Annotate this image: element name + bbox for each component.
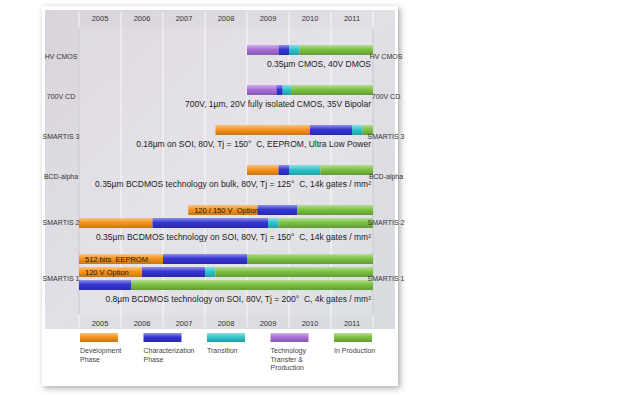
- legend-swatch: [334, 333, 372, 342]
- bar-segment: [132, 280, 374, 290]
- labels: 0.35µm CMOS, 40V DMOSHV CMOSHV CMOS700V,…: [43, 53, 405, 304]
- row-label: HV CMOS: [45, 53, 78, 60]
- row-label: 700V CD: [372, 93, 400, 100]
- bar-segment: [300, 45, 374, 55]
- bar-segment: [289, 45, 300, 55]
- year-label: 2009: [260, 14, 277, 23]
- row-description: 0.35µm BCDMOS technology on SOI, 80V, Tj…: [96, 232, 371, 242]
- year-label: 2010: [302, 319, 319, 328]
- bar-segment: [283, 85, 291, 95]
- bar-segment: [279, 45, 290, 55]
- row-description: 0.35µm CMOS, 40V DMOS: [267, 59, 371, 69]
- card: [42, 6, 398, 386]
- legend-label-line: Technology: [271, 347, 307, 355]
- bar-segment: [310, 125, 352, 135]
- year-label: 2006: [134, 14, 151, 23]
- bar-segment: [205, 267, 216, 277]
- year-label: 2011: [344, 14, 360, 23]
- legend: DevelopmentPhaseCharacterizationPhaseTra…: [80, 333, 375, 371]
- bar-segment: [276, 85, 282, 95]
- legend-label-line: Production: [271, 364, 305, 371]
- bar-segment: [79, 267, 142, 277]
- legend-label-line: Phase: [80, 356, 100, 363]
- year-label: 2008: [218, 14, 235, 23]
- bar-segment: [268, 218, 279, 228]
- row-label: BCD-alpha: [369, 173, 403, 181]
- bar-label: 120 V Option: [85, 268, 129, 277]
- bar-segment: [153, 218, 269, 228]
- year-label: 2005: [92, 14, 109, 23]
- legend-label: Characterization Phase: [144, 347, 195, 363]
- bar-segment: [297, 205, 373, 215]
- row-label: SMARTIS 3: [43, 133, 80, 140]
- bar-label: 120 / 150 V Option: [194, 206, 259, 215]
- bar-segment: [247, 254, 373, 264]
- year-label: 2007: [176, 14, 193, 23]
- year-label: 2008: [218, 319, 235, 328]
- row-description: 0.35µm BCDMOS technology on bulk, 80V, T…: [95, 179, 371, 189]
- legend-label: In Production: [334, 347, 375, 354]
- legend-label-line: Characterization: [144, 347, 195, 354]
- row-label: BCD-alpha: [44, 173, 78, 181]
- row-label: 700V CD: [47, 93, 75, 100]
- row-label: SMARTIS 3: [368, 133, 405, 140]
- bar-segment: [291, 85, 373, 95]
- bar-segment: [289, 165, 321, 175]
- row-label: SMARTIS 2: [43, 219, 80, 226]
- legend-label: Transition: [207, 347, 238, 354]
- bar-segment: [279, 165, 290, 175]
- bar-segment: [216, 267, 374, 277]
- row-description: 0.18µm on SOI, 80V, Tj = 150° C, EEPROM,…: [136, 139, 371, 149]
- year-label: 2011: [344, 319, 360, 328]
- bar-segment: [216, 125, 311, 135]
- row-label: SMARTIS 1: [43, 275, 80, 282]
- bar-segment: [247, 165, 279, 175]
- legend-label-line: In Production: [334, 347, 375, 354]
- legend-label-line: Transition: [207, 347, 238, 354]
- row-label: HV CMOS: [370, 53, 403, 60]
- row-description: 0.8µm BCDMOS technology on SOI, 80V, Tj …: [105, 294, 371, 304]
- bar-segment: [79, 218, 153, 228]
- row-description: 700V, 1µm, 20V fully isolated CMOS, 35V …: [185, 99, 371, 109]
- bars: [79, 45, 373, 290]
- bar-segment: [279, 218, 374, 228]
- grid-line: [205, 12, 206, 327]
- year-label: 2010: [302, 14, 319, 23]
- bar-segment: [142, 267, 205, 277]
- row-label: SMARTIS 2: [368, 219, 405, 226]
- row-label: SMARTIS 1: [368, 275, 405, 282]
- bar-segment: [321, 165, 374, 175]
- legend-swatch: [207, 333, 245, 342]
- legend-label-line: Transfer &: [271, 356, 304, 363]
- background: [45, 10, 395, 329]
- year-label: 2006: [134, 319, 151, 328]
- bar-segment: [247, 85, 276, 95]
- bar-segment: [79, 254, 163, 264]
- plot-area: [79, 28, 373, 315]
- year-label: 2007: [176, 319, 193, 328]
- bar-segment: [79, 280, 132, 290]
- bar-label: 512 bits EEPROM: [85, 255, 148, 264]
- year-label: 2005: [92, 319, 109, 328]
- bar-segment: [163, 254, 247, 264]
- grid-line: [121, 12, 122, 327]
- legend-label: TechnologyTransfer &Production: [271, 347, 307, 371]
- legend-swatch: [80, 333, 118, 342]
- bar-segment: [247, 45, 279, 55]
- legend-swatch: [271, 333, 309, 342]
- year-label: 2009: [260, 319, 277, 328]
- bar-segment: [352, 125, 363, 135]
- legend-label: DevelopmentPhase: [80, 347, 121, 363]
- legend-label-line: Phase: [144, 356, 164, 363]
- legend-label-line: Development: [80, 347, 121, 355]
- grid-line: [163, 12, 164, 327]
- chart: 2005 2005 2006 2006 2007 2007 2008 2008 2009 2009…: [0, 0, 630, 395]
- legend-swatch: [144, 333, 182, 342]
- bar-segment: [258, 205, 298, 215]
